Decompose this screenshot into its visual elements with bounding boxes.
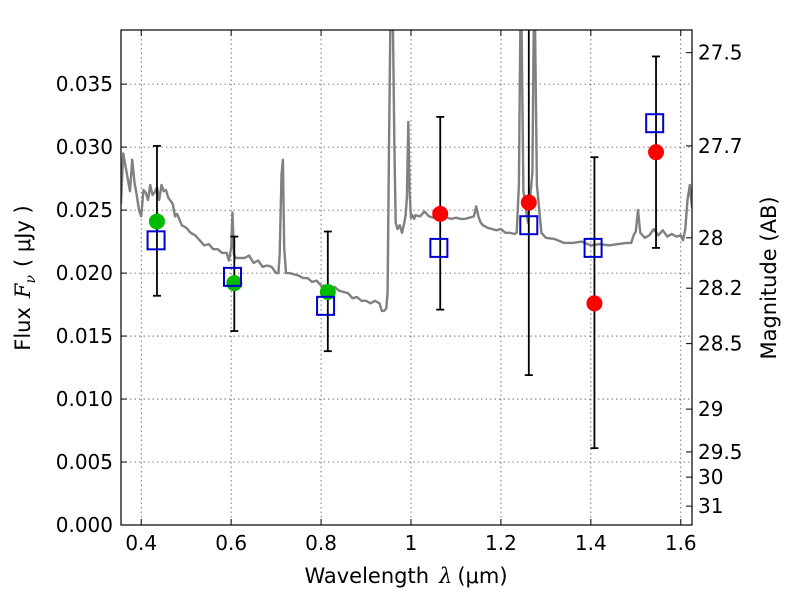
observed-point bbox=[520, 194, 537, 211]
observed-point bbox=[226, 275, 243, 292]
model-point bbox=[316, 295, 336, 316]
y-tick-label: 0.030 bbox=[56, 135, 113, 159]
observed-point bbox=[148, 213, 165, 230]
x-tick-label: 1 bbox=[405, 531, 418, 555]
y-axis-title-subscript: ν bbox=[23, 275, 39, 284]
x-tick-label: 0.8 bbox=[305, 531, 337, 555]
template-spectrum bbox=[121, 30, 692, 313]
y-tick-label: 0.015 bbox=[56, 324, 113, 348]
x-axis-title: Wavelength λ (μm) bbox=[304, 564, 507, 588]
y2-tick-label: 31 bbox=[698, 494, 723, 518]
y2-tick-label: 27.5 bbox=[698, 41, 743, 65]
plot-frame bbox=[120, 29, 693, 526]
y2-axis-ticks: 27.5 27.7 28 28.2 28.5 29 29.530 31 bbox=[686, 41, 743, 518]
x-tick-label: 1.2 bbox=[485, 531, 517, 555]
observed-point bbox=[648, 144, 665, 161]
x-tick-label: 1.4 bbox=[575, 531, 607, 555]
y-axis-title-symbol: F bbox=[11, 282, 35, 299]
y2-tick-label: 28.2 bbox=[698, 276, 743, 300]
x-tick-label: 0.6 bbox=[215, 531, 247, 555]
y-tick-label: 0.010 bbox=[56, 387, 113, 411]
x-tick-label: 1.6 bbox=[665, 531, 697, 555]
y2-axis-title: Magnitude (AB) bbox=[757, 196, 781, 359]
model-point bbox=[645, 113, 665, 134]
y-axis-title-prefix: Flux bbox=[11, 307, 35, 351]
x-axis-title-unit: (μm) bbox=[457, 564, 507, 588]
model-point bbox=[429, 237, 449, 258]
observed-point bbox=[586, 295, 603, 312]
y2-tick-label: 29 bbox=[698, 397, 723, 421]
y2-tick-label: 29.5 bbox=[698, 440, 743, 464]
data-markers bbox=[146, 113, 665, 316]
model-point bbox=[223, 266, 243, 287]
x-axis-ticks: 0.4 0.6 0.8 1 1.2 1.4 1.6 bbox=[125, 30, 697, 555]
y-tick-label: 0.035 bbox=[56, 72, 113, 96]
y-tick-label: 0.020 bbox=[56, 261, 113, 285]
observed-point bbox=[432, 205, 449, 222]
model-point bbox=[583, 237, 603, 258]
y-tick-label: 0.000 bbox=[56, 513, 113, 537]
y-axis-ticks: 0.000 0.005 0.010 0.015 0.020 0.025 0.030 0.035 bbox=[56, 72, 127, 537]
y2-tick-label: 30 bbox=[698, 465, 723, 489]
model-point bbox=[519, 215, 539, 236]
y-tick-label: 0.025 bbox=[56, 198, 113, 222]
x-axis-title-prefix: Wavelength bbox=[304, 564, 429, 588]
y-tick-label: 0.005 bbox=[56, 450, 113, 474]
y2-tick-label: 27.7 bbox=[698, 134, 743, 158]
x-axis-title-symbol: λ bbox=[438, 564, 452, 588]
template-spectrum-line bbox=[121, 30, 692, 313]
x-tick-label: 0.4 bbox=[125, 531, 157, 555]
y-axis-title: Flux Fν ( μJy ) bbox=[11, 205, 39, 350]
y2-tick-label: 28.5 bbox=[698, 332, 743, 356]
grid bbox=[121, 30, 692, 525]
y-axis-title-unit: ( μJy ) bbox=[11, 205, 35, 267]
model-point bbox=[146, 230, 166, 251]
y2-tick-label: 28 bbox=[698, 226, 723, 250]
